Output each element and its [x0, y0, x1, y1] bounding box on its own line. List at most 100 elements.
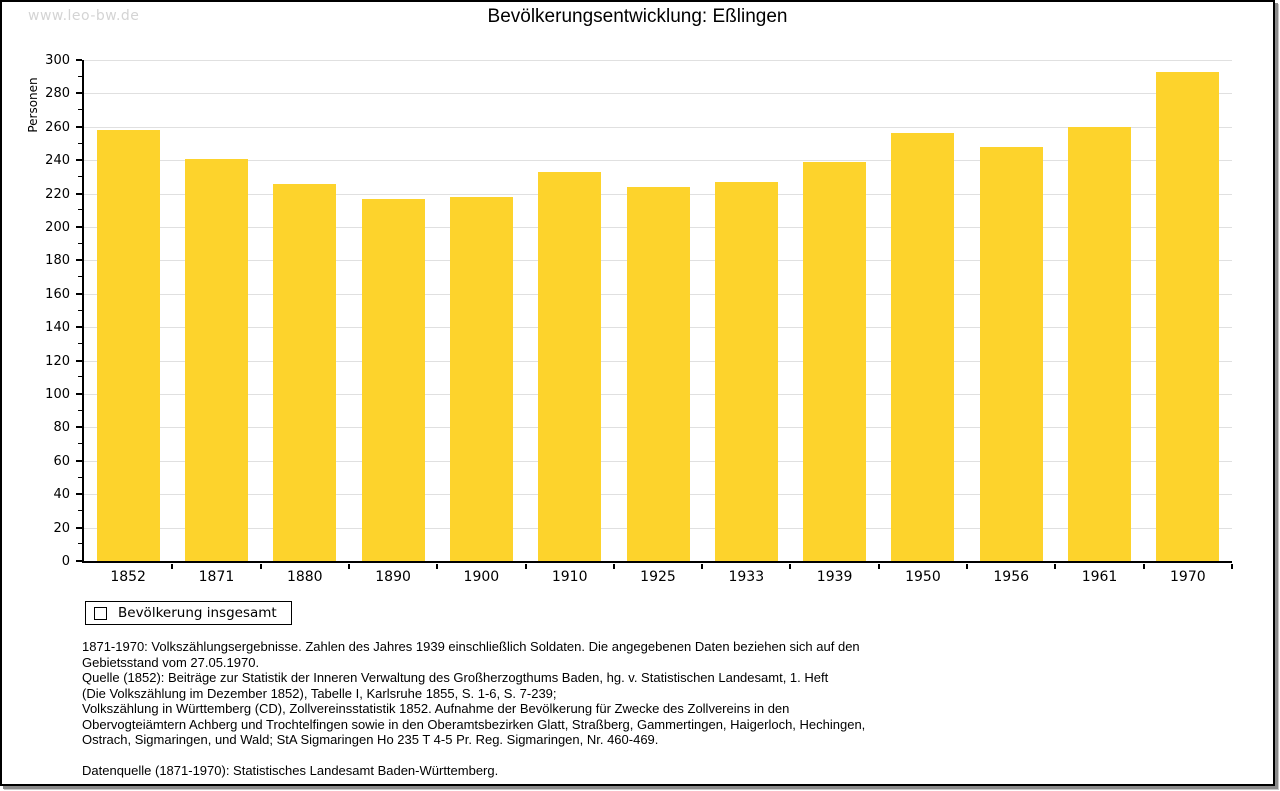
footnote-line: Obervogteiämtern Achberg und Trochtelfin… [82, 716, 866, 732]
y-tick-label: 260 [45, 119, 70, 135]
y-tick-minor [78, 509, 82, 511]
legend-swatch-icon [94, 606, 107, 620]
x-tick-label: 1950 [905, 569, 941, 585]
y-tick [76, 459, 82, 462]
page-title: Bevölkerungsentwicklung: Eßlingen [487, 6, 788, 27]
bar-1956 [979, 146, 1043, 561]
x-tick-label: 1871 [198, 569, 235, 585]
x-tick [1054, 564, 1057, 569]
y-tick-label: 120 [45, 353, 70, 369]
y-tick-label: 0 [61, 554, 70, 569]
y-tick-minor [78, 342, 82, 344]
footnote-line: Quelle (1852): Beiträge zur Statistik de… [82, 670, 829, 685]
y-tick [76, 192, 82, 195]
y-tick-minor [78, 75, 82, 77]
y-tick-label: 20 [53, 520, 70, 536]
x-tick-label: 1939 [816, 569, 853, 585]
y-tick [76, 560, 82, 562]
x-tick [1142, 564, 1145, 569]
gridline [84, 93, 1232, 95]
bar-1961 [1068, 126, 1132, 561]
y-tick-label: 40 [53, 487, 70, 503]
y-tick-label: 240 [45, 153, 70, 169]
footnote-line: 1871-1970: Volkszählungsergebnisse. Zahl… [82, 639, 860, 654]
gridline [84, 126, 1232, 128]
x-tick-label: 1961 [1081, 569, 1118, 585]
y-tick-label: 60 [53, 453, 70, 469]
gridline [84, 160, 1232, 162]
x-tick-label: 1880 [286, 569, 323, 585]
y-tick-label: 300 [45, 53, 70, 68]
bar-1880 [273, 183, 337, 561]
watermark: www.leo-bw.de [28, 8, 140, 24]
bar-1900 [449, 196, 513, 561]
bar-1933 [714, 181, 778, 561]
y-tick-minor [78, 409, 82, 411]
footnote-line: Datenquelle (1871-1970): Statistisches L… [82, 763, 499, 778]
y-tick [76, 159, 82, 162]
x-tick [877, 564, 880, 569]
bar-1852 [96, 130, 160, 561]
bar-1925 [626, 186, 690, 561]
y-tick-minor [78, 476, 82, 478]
y-tick-minor [78, 309, 82, 311]
y-tick-minor [78, 376, 82, 378]
y-tick-minor [78, 175, 82, 177]
footnote-line: Volkszählung in Württemberg (CD), Zollve… [82, 701, 790, 716]
bar-1939 [803, 161, 867, 561]
y-tick-label: 80 [53, 420, 70, 436]
y-tick-label: 280 [45, 86, 70, 102]
y-tick [76, 59, 82, 61]
footnote-line: Ostrach, Sigmaringen, und Wald; StA Sigm… [82, 732, 659, 747]
y-tick [76, 359, 82, 362]
y-tick-label: 100 [45, 387, 70, 402]
plot-area: 0 20 40 60 80 100 120 140 160 180 200 220 240 260 280 3… [45, 53, 1233, 585]
x-tick [612, 564, 615, 569]
footnote-line [82, 748, 1212, 764]
y-tick-label: 220 [45, 186, 70, 202]
x-tick-label: 1970 [1170, 569, 1206, 585]
legend: Bevölkerung insgesamt [85, 601, 292, 625]
y-tick-minor [78, 142, 82, 144]
y-tick-minor [78, 443, 82, 445]
x-tick [966, 564, 969, 569]
bar-1910 [538, 171, 602, 561]
x-tick-label: 1925 [640, 569, 676, 585]
x-tick-label: 1956 [993, 569, 1030, 585]
y-tick-label: 200 [45, 220, 70, 235]
y-tick [76, 125, 82, 128]
x-tick [436, 564, 439, 569]
bar-1970 [1156, 71, 1220, 561]
legend-label: Bevölkerung insgesamt [118, 605, 277, 621]
x-tick-label: 1852 [110, 569, 146, 585]
x-tick-label: 1910 [551, 569, 588, 585]
y-tick [76, 326, 82, 329]
x-tick [701, 564, 704, 569]
y-tick-label: 140 [45, 320, 70, 336]
y-tick-minor [78, 276, 82, 278]
y-tick-minor [78, 209, 82, 211]
gridline [84, 60, 1232, 61]
y-tick-minor [78, 543, 82, 545]
bar-1890 [361, 198, 425, 561]
x-tick-label: 1890 [375, 569, 411, 585]
footnote-line: (Die Volkszählung im Dezember 1852), Tab… [82, 685, 557, 701]
y-tick [76, 393, 82, 395]
footnote-line: Gebietsstand vom 27.05.1970. [82, 654, 260, 670]
x-tick [789, 564, 792, 569]
y-tick [76, 426, 82, 429]
x-tick [524, 564, 527, 569]
x-tick-label: 1933 [728, 569, 765, 585]
y-tick [76, 292, 82, 295]
x-tick [259, 564, 262, 569]
y-tick [76, 493, 82, 496]
y-tick-label: 180 [45, 253, 70, 269]
footnote: 1871-1970: Volkszählungsergebnisse. Zahl… [82, 639, 1212, 779]
x-tick-label: 1900 [463, 569, 500, 585]
y-tick [76, 526, 82, 529]
x-axis-line [82, 561, 1232, 563]
bar-1950 [891, 133, 955, 561]
y-tick [76, 226, 82, 228]
y-tick [76, 92, 82, 95]
